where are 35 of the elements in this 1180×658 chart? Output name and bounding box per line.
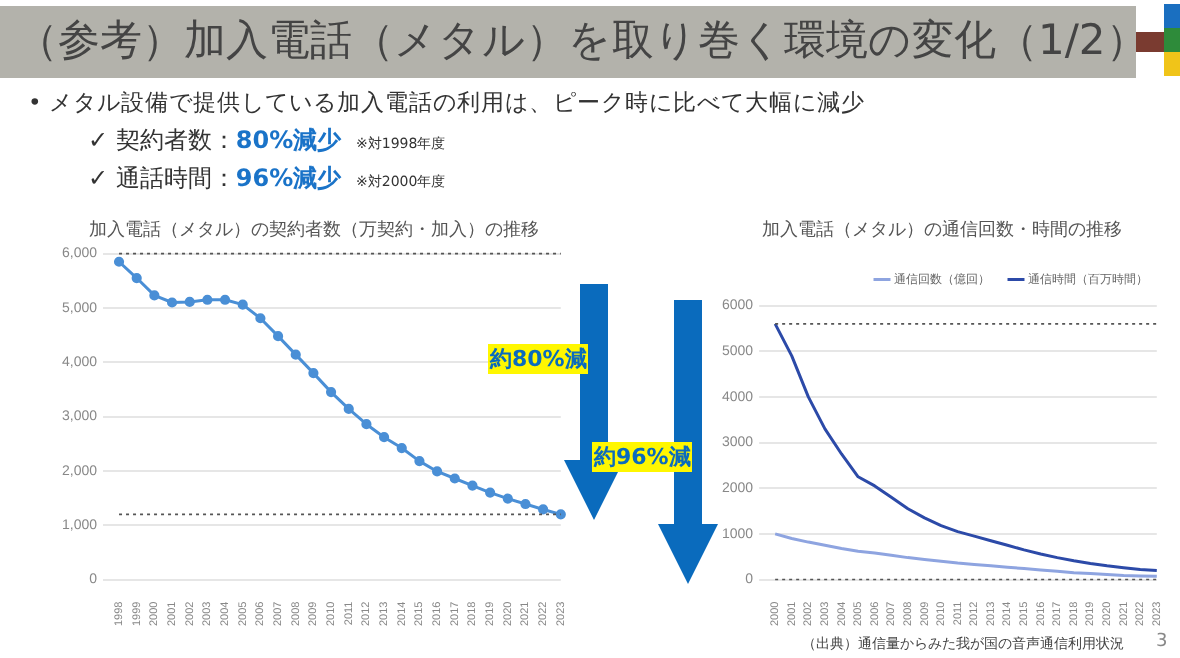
point [449, 473, 460, 484]
point [396, 442, 407, 454]
text: 3 [1156, 632, 1168, 652]
text: ✓ 通話時間：96%減少 [88, 162, 342, 196]
point [202, 294, 213, 305]
point [485, 487, 496, 498]
text: • メタル設備で提供している加入電話の利用は、ピーク時に比べて大幅に減少 [28, 88, 865, 118]
point [414, 456, 425, 467]
point [467, 480, 478, 491]
point [432, 466, 443, 477]
text: ✓ 契約者数：80%減少 [88, 124, 342, 158]
point [166, 297, 178, 308]
point [149, 290, 160, 301]
text: （参考）加入電話（メタル）を取り巻く環境の変化（1/2） [16, 14, 1148, 68]
point [255, 313, 266, 324]
point [308, 368, 319, 379]
point [502, 493, 513, 504]
point [555, 509, 566, 520]
chart-title: 加入電話（メタル）の通信回数・時間の推移 [762, 219, 1122, 242]
point [272, 331, 284, 342]
chart-title: 加入電話（メタル）の契約者数（万契約・加入）の推移 [89, 219, 539, 242]
point [361, 419, 372, 430]
point [343, 403, 354, 415]
point [219, 294, 231, 305]
point [113, 256, 125, 267]
point [538, 504, 549, 515]
point [131, 272, 142, 284]
point [290, 349, 301, 360]
point [184, 296, 195, 308]
point [520, 498, 531, 510]
point [325, 387, 337, 398]
point [237, 299, 248, 310]
text: 約96%減 [592, 442, 693, 472]
annotation: 約80%減 [488, 344, 589, 374]
point [378, 432, 390, 443]
